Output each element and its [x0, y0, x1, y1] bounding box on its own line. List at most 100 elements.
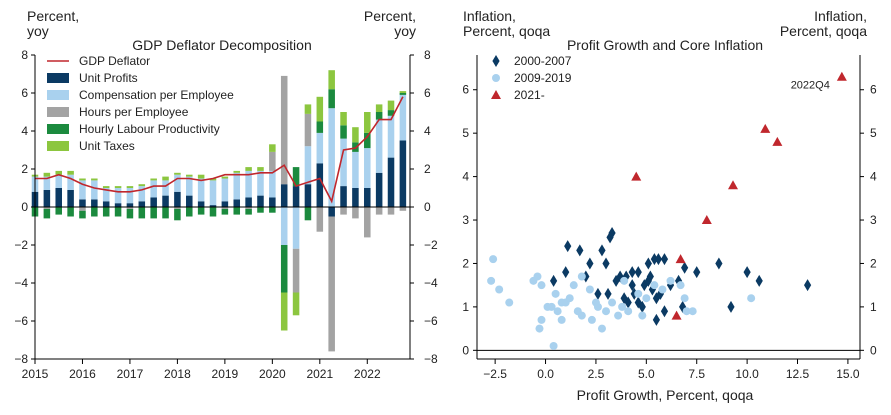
point-2009-2019-12: [553, 307, 562, 316]
point-2000-2007-29: [660, 305, 669, 318]
bar-hours-per-employee-2020Q1: [269, 151, 276, 171]
x-tick-label: 2016: [69, 367, 96, 381]
bar-unit-profits-2018Q2: [186, 195, 193, 207]
bar-hourly-labour-productivity-2017Q3: [150, 207, 157, 219]
bar-unit-profits-2015Q2: [43, 189, 51, 207]
y-tick-label-left: −6: [14, 314, 28, 328]
point-2000-2007-44: [634, 296, 642, 309]
point-2000-2007-6: [598, 244, 606, 257]
point-2000-2007-1: [564, 240, 572, 253]
x-tick-label: 12.5: [786, 367, 810, 381]
bar-hourly-labour-productivity-2016Q1: [79, 210, 86, 219]
point-2021--5: [760, 123, 771, 133]
gdp-deflator-line: [35, 96, 404, 204]
y-axis-label-left: Percent, yoy: [27, 8, 79, 39]
bar-unit-profits-2019Q4: [257, 195, 264, 207]
bar-hourly-labour-productivity-2015Q2: [43, 208, 51, 219]
bar-unit-profits-2017Q3: [150, 197, 157, 207]
bar-compensation-per-employee-2019Q4: [257, 170, 264, 196]
bar-unit-profits-2015Q4: [67, 189, 74, 207]
point-2021--4: [728, 180, 739, 190]
x-tick-label: 2020: [259, 367, 286, 381]
point-2021--3: [701, 215, 712, 225]
x-tick-label: 2021: [306, 367, 333, 381]
point-2000-2007-3: [562, 266, 570, 279]
point-2009-2019-8: [537, 315, 546, 324]
point-2009-2019-18: [569, 281, 578, 290]
point-2000-2007-38: [803, 279, 812, 292]
bar-unit-taxes-2021Q3: [340, 112, 347, 126]
bar-unit-profits-2020Q3: [292, 186, 300, 207]
x-tick-label: 0.0: [537, 367, 554, 381]
bar-compensation-per-employee-2018Q4: [209, 180, 217, 206]
point-2000-2007-18: [644, 257, 652, 270]
bar-hourly-labour-productivity-2021Q1: [316, 121, 324, 133]
y-tick-label-right: 6: [424, 86, 431, 100]
point-2009-2019-42: [620, 276, 629, 285]
point-2000-2007-2: [576, 244, 584, 257]
y-tick-label-right: 4: [424, 124, 431, 138]
bar-compensation-per-employee-2020Q4: [304, 146, 312, 185]
legend-swatch: [47, 124, 69, 134]
bar-hourly-labour-productivity-2019Q3: [245, 208, 252, 215]
legend-label: Hourly Labour Productivity: [79, 122, 220, 136]
bar-hourly-labour-productivity-2018Q3: [197, 207, 205, 215]
y-tick-label-right: 2: [870, 256, 877, 270]
point-2009-2019-11: [551, 289, 560, 298]
x-tick-label: 2022: [354, 367, 381, 381]
bar-hours-per-employee-2022Q2: [375, 207, 383, 215]
point-2000-2007-36: [743, 266, 751, 279]
bar-hourly-labour-productivity-2022Q4: [399, 93, 407, 95]
bar-unit-profits-2020Q2: [280, 184, 288, 207]
y-axis-label-right: Percent, yoy: [364, 8, 416, 39]
legend-label: 2000-2007: [514, 54, 572, 68]
bar-unit-taxes-2017Q3: [150, 178, 157, 181]
point-2009-2019-1: [489, 255, 498, 264]
point-2009-2019-30: [634, 289, 643, 298]
point-2000-2007-28: [652, 313, 661, 326]
bar-unit-taxes-2016Q1: [79, 178, 86, 181]
y-axis-label-right: Inflation, Percent, qoqa: [780, 8, 867, 39]
bar-unit-profits-2016Q4: [114, 203, 122, 207]
point-2009-2019-27: [614, 311, 623, 320]
x-tick-label: 2018: [164, 367, 191, 381]
point-2009-2019-17: [565, 294, 574, 303]
bar-unit-profits-2016Q2: [91, 199, 98, 207]
y-tick-label-right: −6: [424, 314, 438, 328]
y-tick-label-right: 3: [870, 213, 877, 227]
point-2009-2019-5: [533, 272, 542, 281]
bar-unit-taxes-2015Q4: [67, 170, 74, 175]
legend-swatch: [47, 141, 69, 151]
point-2000-2007-8: [608, 227, 616, 240]
bar-hourly-labour-productivity-2020Q4: [304, 207, 312, 221]
bar-compensation-per-employee-2020Q1: [269, 170, 276, 198]
bar-compensation-per-employee-2016Q3: [102, 188, 110, 202]
point-2009-2019-33: [658, 285, 667, 294]
legend-swatch: [47, 107, 69, 117]
legend-swatch: [47, 90, 69, 100]
bar-unit-profits-2022Q4: [399, 140, 407, 207]
bar-unit-taxes-2022Q3: [387, 100, 395, 111]
bar-compensation-per-employee-2021Q3: [340, 138, 347, 187]
point-2000-2007-34: [715, 257, 723, 270]
y-tick-label-left: 4: [21, 124, 28, 138]
bar-unit-profits-2019Q1: [221, 201, 229, 207]
point-2009-2019-41: [587, 315, 596, 324]
y-tick-label-right: −4: [424, 276, 438, 290]
y-tick-label-left: −2: [14, 238, 28, 252]
bar-compensation-per-employee-2019Q2: [233, 172, 241, 200]
bar-hours-per-employee-2017Q1: [126, 207, 134, 209]
bar-unit-taxes-2020Q1: [269, 144, 276, 152]
bar-hours-per-employee-2015Q2: [43, 207, 51, 209]
bar-unit-taxes-2017Q4: [162, 176, 169, 181]
bar-unit-taxes-2018Q3: [197, 174, 205, 179]
bar-hourly-labour-productivity-2022Q3: [387, 110, 395, 116]
bar-unit-taxes-2015Q2: [43, 172, 51, 177]
point-2021--0: [631, 171, 642, 181]
bar-unit-taxes-2021Q4: [352, 127, 359, 143]
legend-marker-2021-: [491, 90, 501, 99]
point-2009-2019-15: [549, 341, 558, 350]
bar-compensation-per-employee-2019Q1: [221, 178, 229, 202]
point-2009-2019-37: [688, 307, 697, 316]
bar-unit-taxes-2016Q3: [102, 186, 110, 188]
